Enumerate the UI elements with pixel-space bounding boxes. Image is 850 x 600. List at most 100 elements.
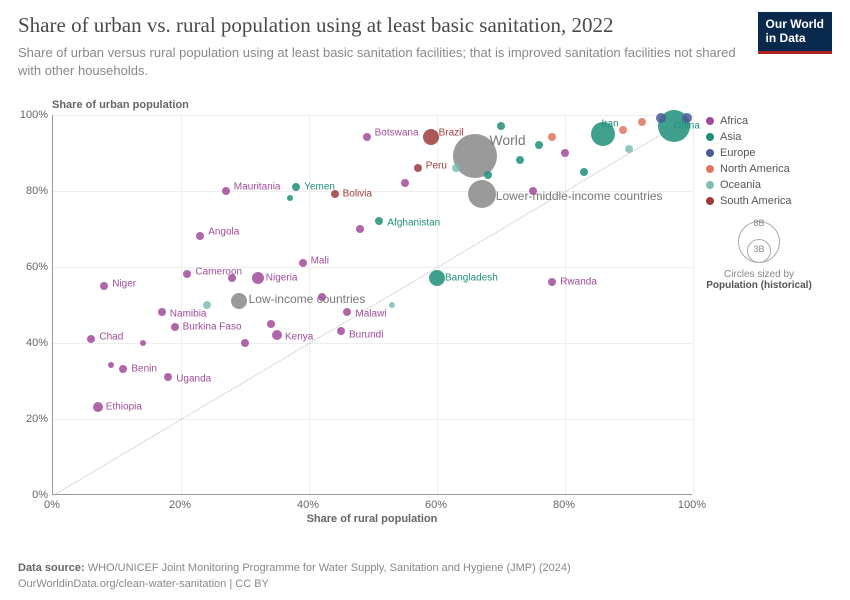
point-label: Afghanistan xyxy=(387,218,440,229)
data-point xyxy=(580,168,588,176)
legend-item[interactable]: Asia xyxy=(706,131,812,143)
legend-item[interactable]: Oceania xyxy=(706,179,812,191)
data-point xyxy=(171,323,179,331)
data-point xyxy=(401,179,409,187)
legend-item[interactable]: South America xyxy=(706,195,812,207)
data-point xyxy=(158,308,166,316)
chart-area: Share of urban population 0%20%40%60%80%… xyxy=(18,99,832,525)
y-axis-title: Share of urban population xyxy=(52,99,832,111)
data-point xyxy=(638,118,646,126)
data-point xyxy=(87,335,95,343)
data-point xyxy=(287,195,293,201)
point-label: Namibia xyxy=(170,309,207,320)
point-label: Bangladesh xyxy=(445,273,498,284)
data-point xyxy=(196,232,204,240)
data-point xyxy=(108,362,114,368)
scatter-plot: WorldLower-middle-income countriesLow-in… xyxy=(52,115,692,495)
point-label: Burundi xyxy=(349,330,383,341)
x-axis-ticks: 0%20%40%60%80%100% xyxy=(52,495,692,511)
point-label: Ethiopia xyxy=(106,402,142,413)
data-point xyxy=(619,126,627,134)
legend-label: Oceania xyxy=(720,179,761,191)
source-label: Data source: xyxy=(18,562,85,574)
data-point xyxy=(429,270,445,286)
header: Share of urban vs. rural population usin… xyxy=(0,0,850,87)
legend-swatch xyxy=(706,197,714,205)
data-point xyxy=(356,225,364,233)
owid-logo: Our World in Data xyxy=(758,12,832,54)
x-axis-title: Share of rural population xyxy=(52,513,692,525)
size-small-label: 3B xyxy=(753,244,764,254)
data-point xyxy=(203,301,211,309)
legend-swatch xyxy=(706,181,714,189)
legend-label: Asia xyxy=(720,131,741,143)
legend-label: North America xyxy=(720,163,790,175)
legend: Africa Asia Europe North America Oceania Sout… xyxy=(692,115,812,291)
page-title: Share of urban vs. rural population usin… xyxy=(18,12,746,38)
data-point xyxy=(222,187,230,195)
point-label: Brazil xyxy=(439,128,464,139)
size-big-label: 8B xyxy=(753,218,764,228)
legend-label: Africa xyxy=(720,115,748,127)
data-point xyxy=(337,327,345,335)
point-label: Low-income countries xyxy=(249,292,366,306)
data-point xyxy=(414,164,422,172)
data-point xyxy=(183,270,191,278)
data-point xyxy=(591,122,615,146)
data-point xyxy=(535,141,543,149)
data-point xyxy=(656,113,666,123)
point-label: Malawi xyxy=(355,309,386,320)
point-label: Benin xyxy=(131,364,157,375)
data-point xyxy=(516,156,524,164)
data-point xyxy=(140,340,146,346)
data-point xyxy=(272,330,282,340)
data-point xyxy=(561,149,569,157)
data-point xyxy=(625,145,633,153)
data-point xyxy=(318,293,326,301)
data-point xyxy=(548,133,556,141)
point-label: Botswana xyxy=(375,128,419,139)
size-metric: Population (historical) xyxy=(706,280,812,291)
source-text: WHO/UNICEF Joint Monitoring Programme fo… xyxy=(88,562,571,574)
legend-swatch xyxy=(706,165,714,173)
data-point xyxy=(93,402,103,412)
legend-swatch xyxy=(706,149,714,157)
legend-item[interactable]: Africa xyxy=(706,115,812,127)
footer: Data source: WHO/UNICEF Joint Monitoring… xyxy=(18,561,832,592)
data-point xyxy=(548,278,556,286)
point-label: Chad xyxy=(99,331,123,342)
page-subtitle: Share of urban versus rural population u… xyxy=(18,44,746,80)
data-point xyxy=(529,187,537,195)
footer-credit: OurWorldinData.org/clean-water-sanitatio… xyxy=(18,578,269,590)
data-point xyxy=(228,274,236,282)
point-label: Mali xyxy=(311,255,329,266)
point-label: Angola xyxy=(208,227,239,238)
data-point xyxy=(389,302,395,308)
data-point xyxy=(331,190,339,198)
point-label: Nigeria xyxy=(266,273,298,284)
data-point xyxy=(241,339,249,347)
legend-item[interactable]: Europe xyxy=(706,147,812,159)
data-point xyxy=(119,365,127,373)
data-point xyxy=(484,171,492,179)
legend-swatch xyxy=(706,117,714,125)
data-point xyxy=(252,272,264,284)
data-point xyxy=(100,282,108,290)
data-point xyxy=(164,373,172,381)
data-point xyxy=(423,129,439,145)
data-point xyxy=(292,183,300,191)
y-axis-ticks: 0%20%40%60%80%100% xyxy=(18,115,52,495)
data-point xyxy=(682,113,692,123)
data-point xyxy=(231,293,247,309)
data-point xyxy=(468,180,496,208)
data-point xyxy=(267,320,275,328)
legend-label: Europe xyxy=(720,147,755,159)
point-label: Niger xyxy=(112,278,136,289)
size-legend: 8B 3B Circles sized by Population (histo… xyxy=(706,221,812,291)
data-point xyxy=(452,164,460,172)
legend-label: South America xyxy=(720,195,792,207)
legend-item[interactable]: North America xyxy=(706,163,812,175)
title-block: Share of urban vs. rural population usin… xyxy=(18,12,758,81)
legend-swatch xyxy=(706,133,714,141)
data-point xyxy=(497,122,505,130)
